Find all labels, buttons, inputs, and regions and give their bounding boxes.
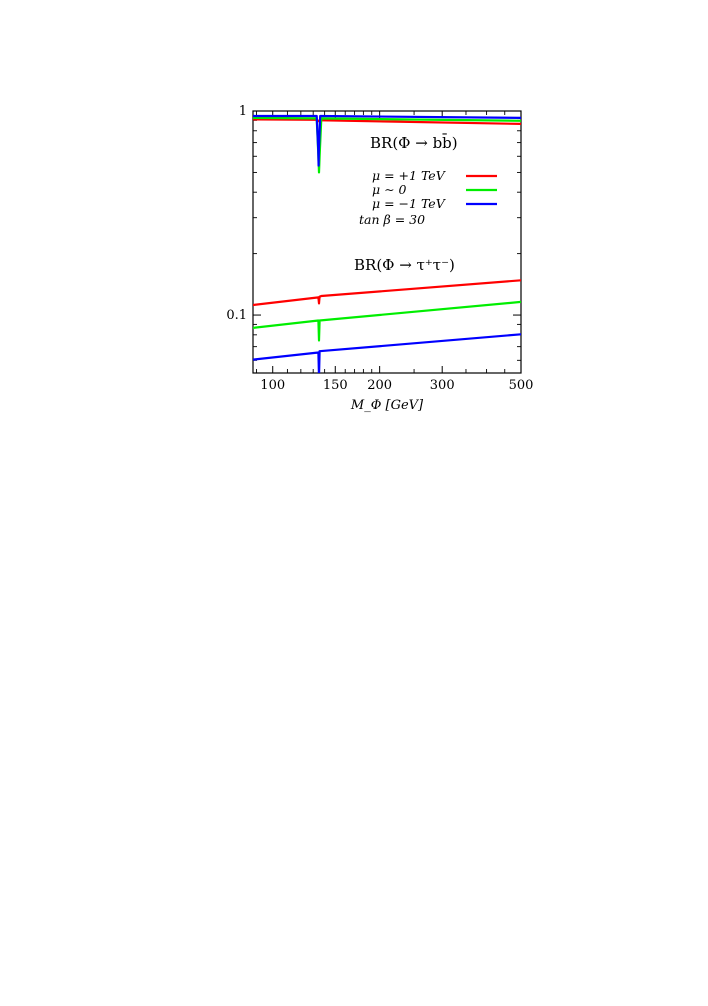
legend-label: μ = −1 TeV (372, 196, 447, 211)
y-tick-label: 0.1 (226, 308, 247, 323)
series-layer (253, 114, 521, 373)
axis-ticks: 100 150 200 300 500 1 0.1 (226, 104, 533, 393)
x-axis-label: M_Φ [GeV] (350, 398, 424, 413)
series-line-tautau-5 (253, 333, 521, 373)
x-tick-label: 300 (430, 378, 455, 393)
annotation-tanbeta: tan β = 30 (359, 212, 425, 227)
y-tick-label: 1 (239, 104, 247, 119)
x-tick-label: 150 (323, 378, 348, 393)
series-line-tautau-3 (253, 279, 521, 307)
x-tick-label: 500 (509, 378, 534, 393)
plot-frame (252, 110, 522, 374)
annotation-tautau: BR(Φ → τ⁺τ⁻) (354, 256, 455, 274)
legend-label: μ = +1 TeV (372, 168, 447, 183)
series-line-tautau-4 (253, 300, 521, 342)
x-tick-label: 200 (367, 378, 392, 393)
legend-label: μ ∼ 0 (372, 182, 407, 197)
x-tick-label: 100 (260, 378, 285, 393)
annotation-bb: BR(Φ → bb̄) (370, 134, 458, 152)
series-line-bb-2 (253, 114, 521, 167)
